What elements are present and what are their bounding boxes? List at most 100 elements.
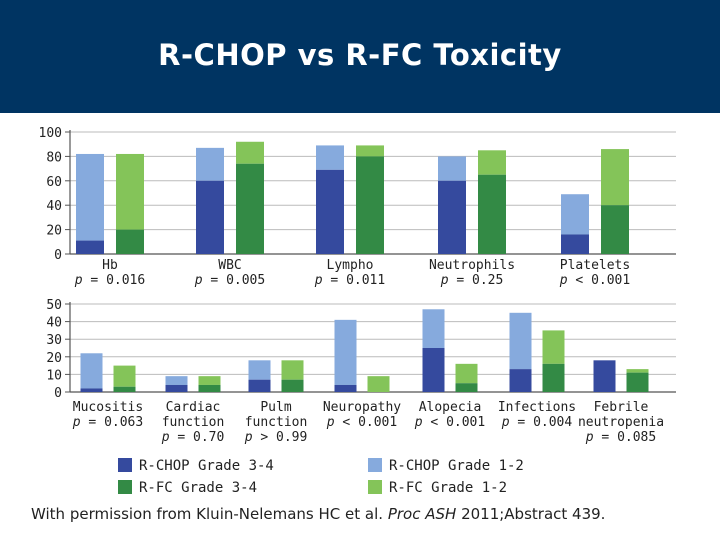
category-label: Alopecia xyxy=(419,400,482,415)
y-tick-label: 10 xyxy=(46,368,62,383)
bar-rchop-grade-1-2 xyxy=(561,194,589,235)
bar-rchop-grade-3-4 xyxy=(561,234,589,254)
p-value-label: p = 0.011 xyxy=(314,273,385,288)
bar-rchop-grade-1-2 xyxy=(76,153,104,241)
bar-rchop-grade-3-4 xyxy=(422,348,445,392)
bar-rchop-grade-3-4 xyxy=(80,388,103,392)
bar-rchop-grade-1-2 xyxy=(509,312,532,370)
bar-rfc-grade-3-4 xyxy=(198,384,221,392)
bar-rchop-grade-3-4 xyxy=(165,384,188,392)
bar-rchop-grade-3-4 xyxy=(316,169,344,254)
legend-label: R-FC Grade 3-4 xyxy=(139,480,257,496)
bar-rchop-grade-1-2 xyxy=(196,147,224,181)
citation-footer: With permission from Kluin-Nelemans HC e… xyxy=(31,505,605,523)
p-value-label: p < 0.001 xyxy=(326,415,397,430)
bar-rfc-grade-3-4 xyxy=(356,156,384,254)
legend-label: R-CHOP Grade 1-2 xyxy=(389,458,524,474)
bar-rchop-grade-3-4 xyxy=(438,180,466,254)
bar-rfc-grade-3-4 xyxy=(601,205,629,254)
legend-swatch xyxy=(118,480,132,494)
p-value-label: p = 0.063 xyxy=(72,415,143,430)
bar-rchop-grade-3-4 xyxy=(334,384,357,392)
bar-rfc-grade-3-4 xyxy=(281,379,304,392)
bar-rchop-grade-3-4 xyxy=(76,240,104,254)
y-tick-label: 50 xyxy=(46,298,62,313)
bar-rfc-grade-3-4 xyxy=(116,229,144,254)
category-label: WBC xyxy=(218,258,241,273)
p-value-label: p = 0.016 xyxy=(74,273,145,288)
legend-swatch xyxy=(368,480,382,494)
bar-rfc-grade-3-4 xyxy=(113,386,136,392)
y-tick-label: 20 xyxy=(46,224,62,239)
bar-rchop-grade-1-2 xyxy=(248,360,271,380)
y-tick-label: 0 xyxy=(54,248,62,263)
category-label: Mucositis xyxy=(73,400,143,415)
bar-rchop-grade-3-4 xyxy=(593,360,616,392)
category-label: function xyxy=(162,415,225,430)
category-label: Platelets xyxy=(560,258,630,273)
category-label: Neutrophils xyxy=(429,258,515,273)
bar-rchop-grade-3-4 xyxy=(248,379,271,392)
p-value-label: p = 0.004 xyxy=(501,415,573,430)
slide-title: R-CHOP vs R-FC Toxicity xyxy=(158,38,562,72)
p-value-label: p = 0.25 xyxy=(440,273,504,288)
p-value-label: p > 0.99 xyxy=(244,430,308,445)
y-tick-label: 30 xyxy=(46,333,62,348)
p-value-label: p < 0.001 xyxy=(414,415,485,430)
legend-label: R-FC Grade 1-2 xyxy=(389,480,507,496)
bar-rchop-grade-3-4 xyxy=(196,180,224,254)
bar-rfc-grade-3-4 xyxy=(626,372,649,392)
bar-rfc-grade-3-4 xyxy=(478,174,506,254)
p-value-label: p = 0.70 xyxy=(161,430,225,445)
bar-rfc-grade-1-2 xyxy=(626,369,649,373)
y-tick-label: 80 xyxy=(46,150,62,165)
bar-rfc-grade-1-2 xyxy=(113,365,136,387)
category-label: neutropenia xyxy=(578,415,664,430)
bar-rchop-grade-1-2 xyxy=(316,145,344,170)
category-label: Lympho xyxy=(327,258,374,273)
bar-rchop-grade-3-4 xyxy=(509,369,532,392)
category-label: Pulm xyxy=(260,400,291,415)
category-label: Cardiac xyxy=(166,400,221,415)
y-tick-label: 40 xyxy=(46,199,62,214)
bar-rfc-grade-3-4 xyxy=(542,363,565,392)
bar-rchop-grade-1-2 xyxy=(80,353,103,389)
p-value-label: p = 0.005 xyxy=(194,273,265,288)
bar-rfc-grade-1-2 xyxy=(116,153,144,230)
category-label: Neuropathy xyxy=(323,400,401,415)
bar-rfc-grade-3-4 xyxy=(236,163,264,254)
p-value-label: p < 0.001 xyxy=(559,273,630,288)
legend-swatch xyxy=(368,458,382,472)
citation-abstract: 2011;Abstract 439. xyxy=(456,505,606,523)
category-label: function xyxy=(245,415,308,430)
bar-rchop-grade-1-2 xyxy=(334,319,357,385)
bar-rfc-grade-1-2 xyxy=(367,376,390,392)
bar-rfc-grade-1-2 xyxy=(356,145,384,157)
bar-rfc-grade-1-2 xyxy=(198,376,221,385)
bar-rchop-grade-1-2 xyxy=(165,376,188,385)
y-tick-label: 40 xyxy=(46,316,62,331)
bar-rfc-grade-1-2 xyxy=(601,149,629,206)
citation-journal: Proc ASH xyxy=(387,505,457,523)
bar-rfc-grade-1-2 xyxy=(281,360,304,380)
legend-swatch xyxy=(118,458,132,472)
bar-rfc-grade-3-4 xyxy=(455,383,478,392)
category-label: Infections xyxy=(498,400,576,415)
bar-rfc-grade-1-2 xyxy=(542,330,565,364)
y-tick-label: 0 xyxy=(54,386,62,401)
category-label: Hb xyxy=(102,258,118,273)
legend-label: R-CHOP Grade 3-4 xyxy=(139,458,274,474)
bar-rchop-grade-1-2 xyxy=(438,156,466,181)
bar-rfc-grade-1-2 xyxy=(236,141,264,164)
bar-rfc-grade-1-2 xyxy=(455,363,478,384)
bar-rchop-grade-1-2 xyxy=(422,309,445,348)
y-tick-label: 20 xyxy=(46,351,62,366)
p-value-label: p = 0.085 xyxy=(585,430,656,445)
category-label: Febrile xyxy=(594,400,649,415)
bar-rfc-grade-1-2 xyxy=(478,150,506,175)
citation-text: With permission from Kluin-Nelemans HC e… xyxy=(31,505,388,523)
slide-header xyxy=(0,0,720,113)
y-tick-label: 60 xyxy=(46,175,62,190)
y-tick-label: 100 xyxy=(39,126,62,141)
